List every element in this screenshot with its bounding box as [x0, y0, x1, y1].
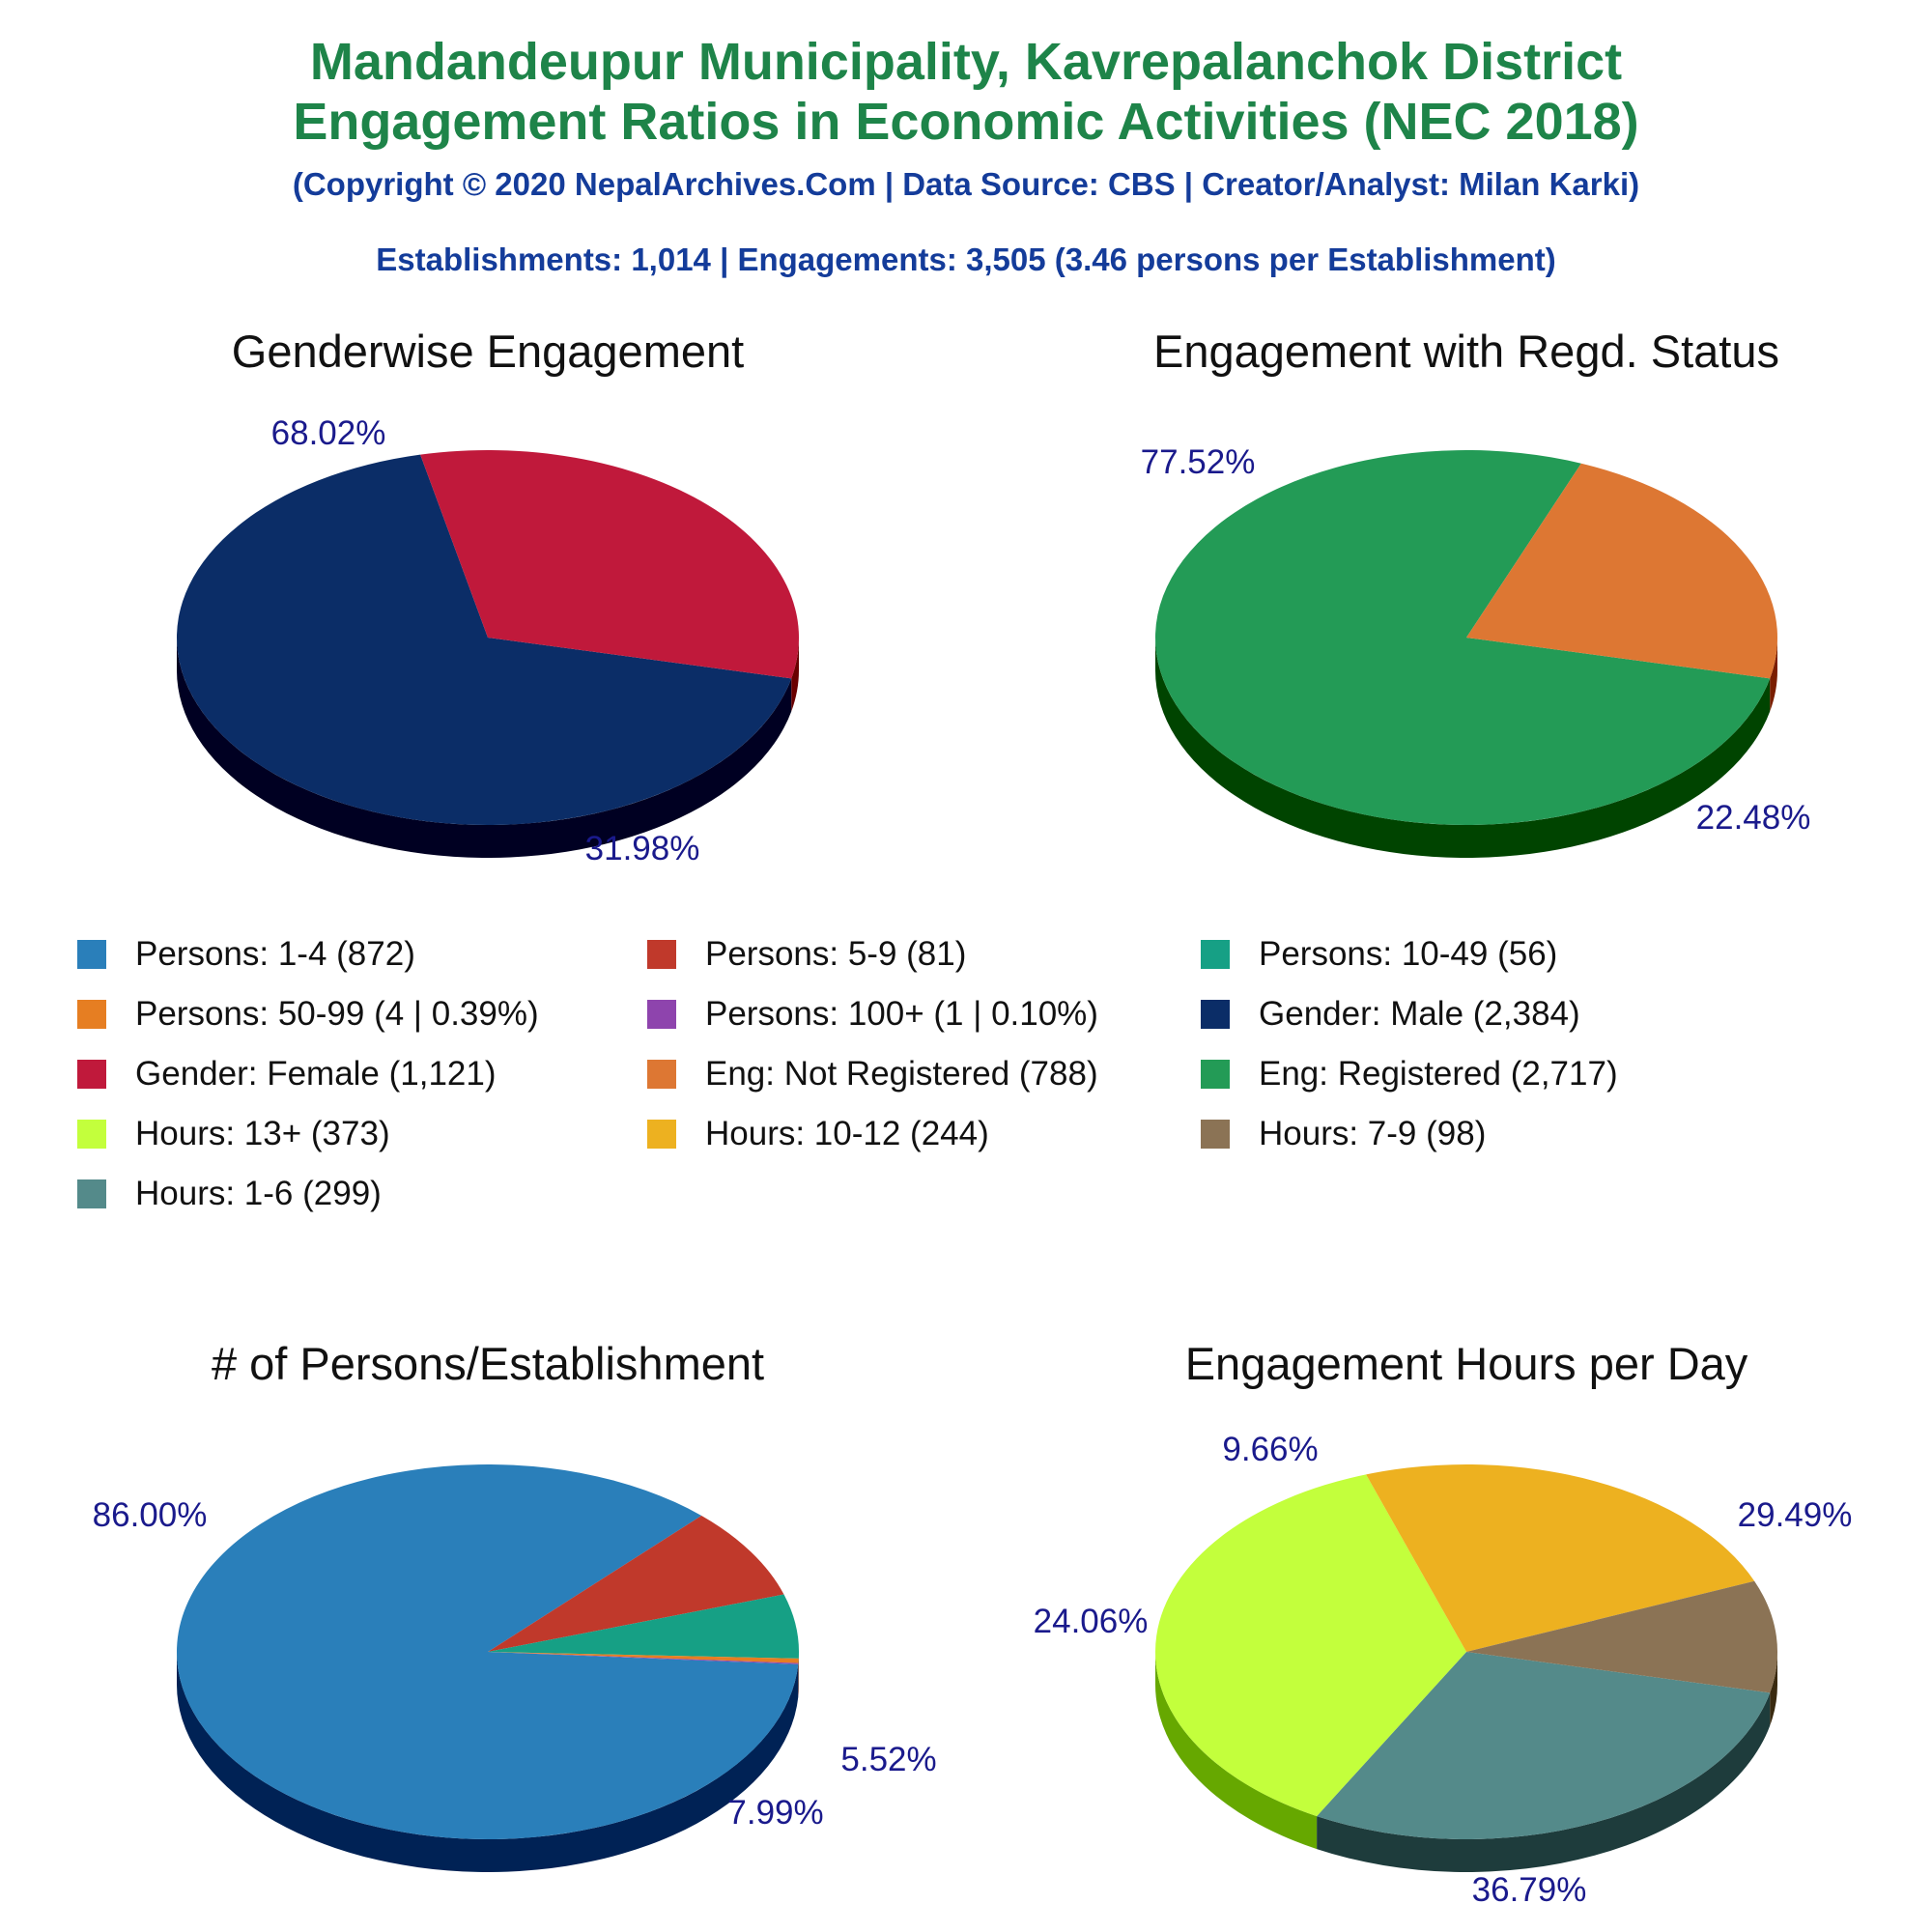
legend-swatch [1201, 940, 1230, 969]
legend-item-eng-not-registered-788: Eng: Not Registered (788) [647, 1055, 1098, 1094]
chart-title-line-2: Engagement Ratios in Economic Activities… [293, 93, 1639, 151]
pie-side-eng-not-registered [1770, 638, 1777, 712]
legend-item-eng-registered-2-717: Eng: Registered (2,717) [1201, 1055, 1618, 1094]
legend-item-persons-5-9-81: Persons: 5-9 (81) [647, 935, 966, 974]
legend-swatch [647, 1120, 676, 1149]
legend-label: Persons: 1-4 (872) [135, 935, 415, 973]
pie-slice-persons-100 [488, 1652, 799, 1664]
pie-slice-gender-female [420, 450, 799, 679]
pie-title-engagement-with-regd-status: Engagement with Regd. Status [1153, 326, 1779, 377]
legend-swatch [77, 1179, 106, 1208]
legend-item-persons-10-49-56: Persons: 10-49 (56) [1201, 935, 1557, 974]
pie-title-of-persons-establishment: # of Persons/Establishment [212, 1338, 764, 1389]
pie-slice-persons-5-9 [488, 1516, 784, 1652]
legend-swatch [77, 1000, 106, 1029]
legend-item-persons-1-4-872: Persons: 1-4 (872) [77, 935, 415, 974]
legend-label: Persons: 10-49 (56) [1259, 935, 1558, 973]
pie-side-hours-13 [1155, 1652, 1318, 1850]
legend-swatch [77, 940, 106, 969]
legend-swatch [1201, 1120, 1230, 1149]
pie-slice-eng-registered [1155, 450, 1771, 825]
pie-chart-engagement-with-regd-status: Engagement with Regd. Status 77.52% 22.48% [1141, 326, 1811, 858]
legend-label: Hours: 1-6 (299) [135, 1175, 382, 1212]
legend-swatch [1201, 1000, 1230, 1029]
pie-slice-hours-1-6 [1317, 1652, 1771, 1839]
pie-label-hours-10-12: 24.06% [1034, 1603, 1149, 1640]
pie-label-hours-13: 36.79% [1472, 1871, 1587, 1909]
legend-label: Hours: 7-9 (98) [1259, 1115, 1487, 1152]
pie-label-hours-1-6: 29.49% [1738, 1496, 1853, 1534]
legend-label: Gender: Male (2,384) [1259, 995, 1580, 1033]
pie-label-gender-male: 68.02% [271, 414, 386, 452]
legend-label: Hours: 10-12 (244) [705, 1115, 989, 1152]
pie-chart-genderwise-engagement: Genderwise Engagement 68.02% 31.98% [176, 326, 800, 867]
legend-swatch [1201, 1060, 1230, 1089]
pie-side-persons-1-4 [177, 1652, 799, 1872]
legend-label: Eng: Not Registered (788) [705, 1055, 1098, 1093]
pie-title-genderwise-engagement: Genderwise Engagement [232, 326, 744, 377]
pie-label-persons-10-49: 5.52% [840, 1741, 936, 1778]
pie-slice-hours-7-9 [1466, 1580, 1778, 1693]
chart-title-line-1: Mandandeupur Municipality, Kavrepalancho… [309, 33, 1623, 91]
pie-side-gender-male [177, 638, 792, 858]
legend-item-persons-50-99-4-0-39: Persons: 50-99 (4 | 0.39%) [77, 995, 539, 1034]
pie-title-engagement-hours-per-day: Engagement Hours per Day [1185, 1338, 1748, 1389]
pie-side-hours-7-9 [1770, 1652, 1777, 1726]
legend-label: Gender: Female (1,121) [135, 1055, 497, 1093]
pie-slice-hours-10-12 [1366, 1464, 1755, 1652]
legend-label: Hours: 13+ (373) [135, 1115, 390, 1152]
legend-swatch [77, 1060, 106, 1089]
pie-label-hours-7-9: 9.66% [1222, 1431, 1318, 1468]
pie-label-gender-female: 31.98% [585, 830, 700, 867]
pie-chart-engagement-hours-per-day: Engagement Hours per Day 29.49% 36.79% 24.0… [1034, 1338, 1853, 1909]
pie-slice-persons-1-4 [177, 1463, 799, 1839]
legend-item-gender-female-1-121: Gender: Female (1,121) [77, 1055, 497, 1094]
legend-label: Persons: 5-9 (81) [705, 935, 967, 973]
legend-item-hours-10-12-244: Hours: 10-12 (244) [647, 1115, 989, 1153]
legend-item-gender-male-2-384: Gender: Male (2,384) [1201, 995, 1580, 1034]
pie-side-hours-1-6 [1317, 1692, 1771, 1872]
pie-slice-eng-not-registered [1466, 463, 1777, 679]
legend-item-hours-1-6-299: Hours: 1-6 (299) [77, 1175, 382, 1213]
legend-item-hours-7-9-98: Hours: 7-9 (98) [1201, 1115, 1486, 1153]
pie-side-eng-registered [1155, 638, 1771, 858]
legend-label: Persons: 100+ (1 | 0.10%) [705, 995, 1098, 1033]
pie-side-gender-female [791, 638, 800, 712]
legend-item-hours-13-373: Hours: 13+ (373) [77, 1115, 390, 1153]
legend-label: Persons: 50-99 (4 | 0.39%) [135, 995, 539, 1033]
pie-label-persons-1-4: 86.00% [93, 1496, 208, 1534]
pie-label-persons-5-9: 7.99% [727, 1794, 823, 1832]
pie-label-eng-not-registered: 22.48% [1696, 799, 1811, 837]
legend-swatch [647, 1060, 676, 1089]
pie-slice-hours-13 [1155, 1474, 1466, 1817]
legend-label: Eng: Registered (2,717) [1259, 1055, 1618, 1093]
legend-item-persons-100-1-0-10: Persons: 100+ (1 | 0.10%) [647, 995, 1098, 1034]
pie-slice-gender-male [176, 454, 792, 826]
summary-line: Establishments: 1,014 | Engagements: 3,5… [376, 242, 1556, 277]
copyright-subtitle: (Copyright © 2020 NepalArchives.Com | Da… [292, 166, 1640, 202]
pie-slice-persons-50-99 [488, 1652, 799, 1663]
pie-chart-of-persons-establishment: # of Persons/Establishment 86.00% 7.99% 5.5… [93, 1338, 937, 1872]
legend-swatch [647, 940, 676, 969]
pie-label-eng-registered: 77.52% [1141, 443, 1256, 481]
pie-slice-persons-10-49 [488, 1594, 799, 1659]
legend-swatch [647, 1000, 676, 1029]
legend-swatch [77, 1120, 106, 1149]
